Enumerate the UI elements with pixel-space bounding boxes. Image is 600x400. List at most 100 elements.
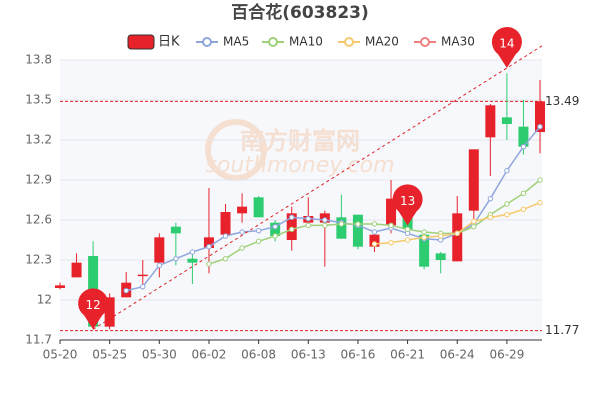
legend-label: MA30 (441, 35, 475, 49)
ma-point (123, 287, 129, 294)
marker-pin (392, 184, 423, 226)
chart-title: 百合花(603823) (231, 2, 369, 23)
ma-point (371, 241, 378, 247)
y-tick-label: 12.6 (25, 213, 52, 227)
ma-point (239, 245, 245, 251)
x-tick-label: 05-30 (142, 348, 177, 362)
candle-body (386, 198, 397, 226)
candle-body (535, 101, 545, 132)
candle-body (452, 213, 463, 262)
trend-line (92, 45, 543, 330)
ma-point (520, 143, 527, 150)
ma-point (289, 226, 295, 233)
candle-body (468, 149, 479, 211)
ma-point (454, 230, 460, 237)
x-tick-label: 06-29 (489, 348, 524, 362)
ma-point (421, 234, 427, 241)
ma-point (371, 221, 378, 227)
candle-body (137, 274, 148, 277)
ma-point (371, 229, 378, 235)
ma-point (471, 223, 477, 230)
legend-label: MA5 (223, 35, 249, 49)
x-tick-label: 06-13 (291, 348, 326, 362)
ma-point (305, 215, 311, 222)
ma-point (322, 222, 328, 229)
plot-background (60, 60, 542, 340)
marker-label: 14 (499, 37, 514, 51)
candle-body (336, 217, 347, 239)
ma-point (255, 238, 262, 245)
ma-point (305, 222, 311, 229)
ma-point (388, 222, 394, 229)
ma-point (222, 255, 229, 262)
y-tick-label: 12.3 (25, 253, 52, 267)
ma-point (504, 167, 510, 174)
candle-body (518, 126, 529, 147)
candle-body (55, 285, 65, 288)
ma-point (404, 226, 411, 233)
ma-point (272, 233, 278, 239)
ma-point (338, 221, 345, 227)
y-tick-label: 13.2 (25, 133, 52, 147)
ma-point (404, 237, 411, 243)
candle-body (154, 237, 165, 263)
ma-point (421, 229, 427, 235)
marker-label: 13 (400, 194, 415, 208)
ma-line (126, 126, 541, 292)
candle-body (104, 297, 115, 327)
watermark: 南方财富网 southmoney.com (205, 119, 395, 181)
ma-point (355, 221, 361, 227)
y-tick-label: 11.7 (25, 333, 52, 347)
ma-point (156, 262, 163, 269)
candle-body (187, 258, 198, 263)
ma-point (504, 201, 510, 207)
ma-point (537, 177, 543, 183)
ma-point (272, 223, 278, 230)
legend-swatch (127, 34, 155, 50)
legend-marker (202, 37, 212, 47)
legend-marker (268, 37, 278, 47)
candle-body (170, 226, 181, 234)
x-tick-label: 05-25 (92, 348, 127, 362)
candle-body (237, 206, 248, 214)
watermark-url: southmoney.com (205, 153, 394, 178)
ma-point (388, 239, 394, 246)
legend-label: MA10 (289, 35, 323, 49)
candle-body (203, 237, 214, 248)
ma-point (520, 190, 527, 197)
ma-point (537, 199, 543, 206)
candle-body (419, 234, 430, 267)
ma-point (239, 229, 245, 235)
y-tick-label: 13.8 (25, 53, 52, 67)
ma-point (520, 206, 527, 213)
x-tick-label: 06-16 (340, 348, 375, 362)
watermark-text: 南方财富网 (240, 127, 360, 155)
y-tick-label: 12.9 (25, 173, 52, 187)
legend-marker (420, 37, 430, 47)
x-tick-label: 06-21 (390, 348, 425, 362)
legend-marker (344, 37, 354, 47)
ma-point (222, 233, 229, 239)
ma-point (255, 227, 262, 234)
candle-body (352, 214, 363, 247)
ma-point (140, 283, 146, 290)
candle-body (485, 105, 496, 138)
x-tick-label: 06-02 (192, 348, 227, 362)
ma-point (173, 255, 179, 262)
ma-point (206, 243, 212, 250)
candle-body (71, 262, 82, 278)
legend-label: 日K (158, 35, 180, 50)
candle-body (369, 234, 380, 247)
ma-point (504, 211, 510, 218)
marker-pin (491, 27, 522, 68)
x-tick-label: 05-20 (43, 348, 78, 362)
x-tick-label: 06-24 (440, 348, 475, 362)
ma-point (471, 218, 477, 225)
candle-body (220, 212, 231, 235)
y-tick-label: 13.5 (25, 93, 52, 107)
ma-point (189, 249, 196, 255)
legend-label: MA20 (365, 35, 399, 49)
reference-label: 13.49 (545, 94, 579, 108)
ma-point (206, 261, 212, 267)
